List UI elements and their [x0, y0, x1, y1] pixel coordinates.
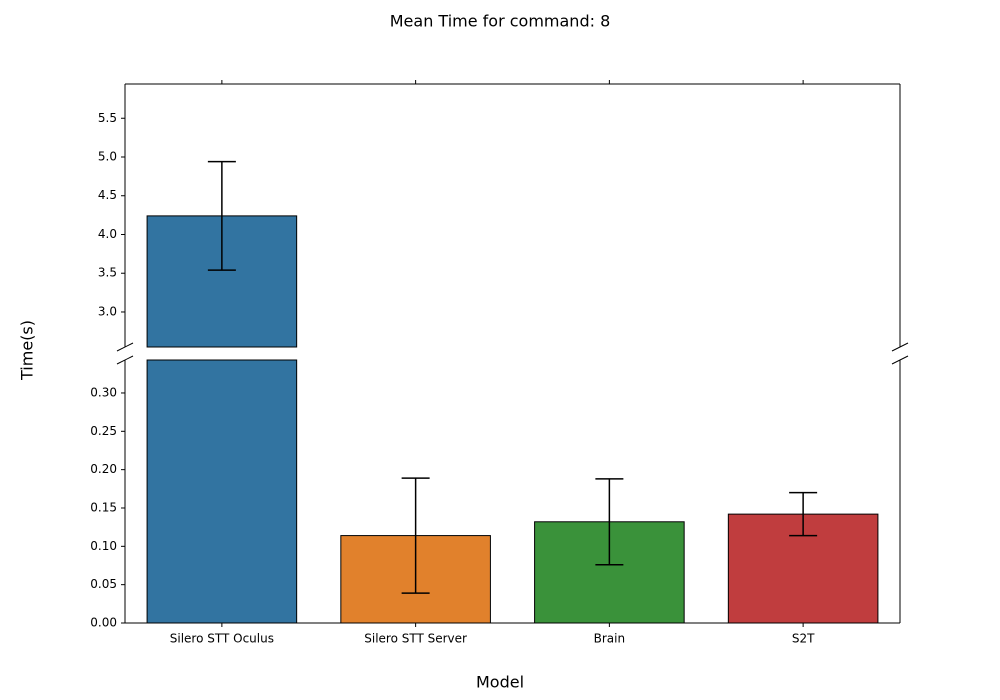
x-tick-label: Silero STT Oculus — [170, 632, 274, 646]
bar-lower — [146, 359, 298, 624]
y-tick-label: 0.30 — [90, 385, 117, 399]
y-tick-label: 3.5 — [98, 266, 117, 280]
y-tick-label: 5.5 — [98, 111, 117, 125]
y-tick-label: 3.0 — [98, 304, 117, 318]
y-tick-label: 0.25 — [90, 424, 117, 438]
break-mark — [116, 355, 134, 365]
y-tick-label: 0.05 — [90, 577, 117, 591]
y-tick-label: 0.15 — [90, 500, 117, 514]
break-mark — [891, 355, 909, 365]
y-tick-label: 0.00 — [90, 616, 117, 630]
x-tick-label: Brain — [594, 632, 625, 646]
y-tick-label: 4.5 — [98, 188, 117, 202]
chart-title: Mean Time for command: 8 — [390, 12, 611, 31]
x-axis-label: Model — [476, 673, 524, 692]
break-mark — [116, 342, 134, 352]
x-tick-label: S2T — [792, 632, 815, 646]
y-tick-label: 0.10 — [90, 539, 117, 553]
y-tick-label: 4.0 — [98, 227, 117, 241]
y-tick-label: 0.20 — [90, 462, 117, 476]
break-mark — [891, 342, 909, 352]
y-axis-label: Time(s) — [18, 320, 37, 381]
x-tick-label: Silero STT Server — [364, 632, 467, 646]
y-tick-label: 5.0 — [98, 149, 117, 163]
